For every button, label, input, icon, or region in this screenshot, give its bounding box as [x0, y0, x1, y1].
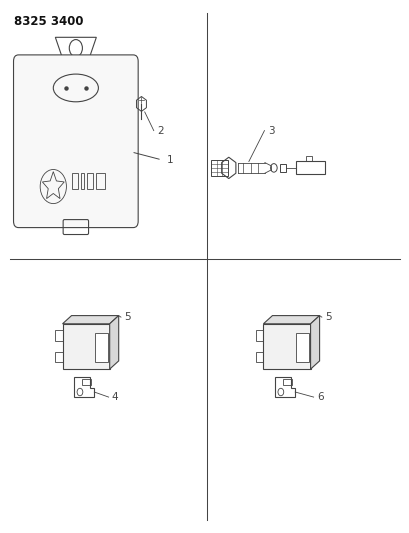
- Text: 1: 1: [166, 155, 173, 165]
- Bar: [55, 330, 62, 341]
- Bar: [280, 164, 285, 172]
- Text: 5: 5: [124, 312, 130, 322]
- Polygon shape: [110, 316, 119, 369]
- Bar: [282, 378, 291, 385]
- Polygon shape: [263, 316, 319, 324]
- Bar: [55, 352, 62, 362]
- Bar: [263, 324, 310, 369]
- Bar: [295, 333, 308, 362]
- Text: 3: 3: [267, 126, 274, 135]
- Text: 2: 2: [157, 126, 163, 135]
- Text: 4: 4: [112, 392, 118, 402]
- Text: 6: 6: [316, 392, 323, 402]
- Bar: [255, 352, 263, 362]
- Bar: [81, 173, 84, 189]
- Polygon shape: [62, 316, 119, 324]
- Bar: [95, 333, 107, 362]
- FancyBboxPatch shape: [13, 55, 138, 228]
- Bar: [82, 378, 91, 385]
- Bar: [296, 161, 324, 174]
- Bar: [72, 173, 78, 189]
- Bar: [306, 156, 312, 161]
- Bar: [255, 330, 263, 341]
- Polygon shape: [310, 316, 319, 369]
- Text: 8325 3400: 8325 3400: [14, 15, 84, 28]
- Bar: [96, 173, 105, 189]
- Bar: [87, 173, 93, 189]
- Bar: [62, 324, 110, 369]
- Bar: [211, 160, 227, 176]
- Text: 5: 5: [324, 312, 331, 322]
